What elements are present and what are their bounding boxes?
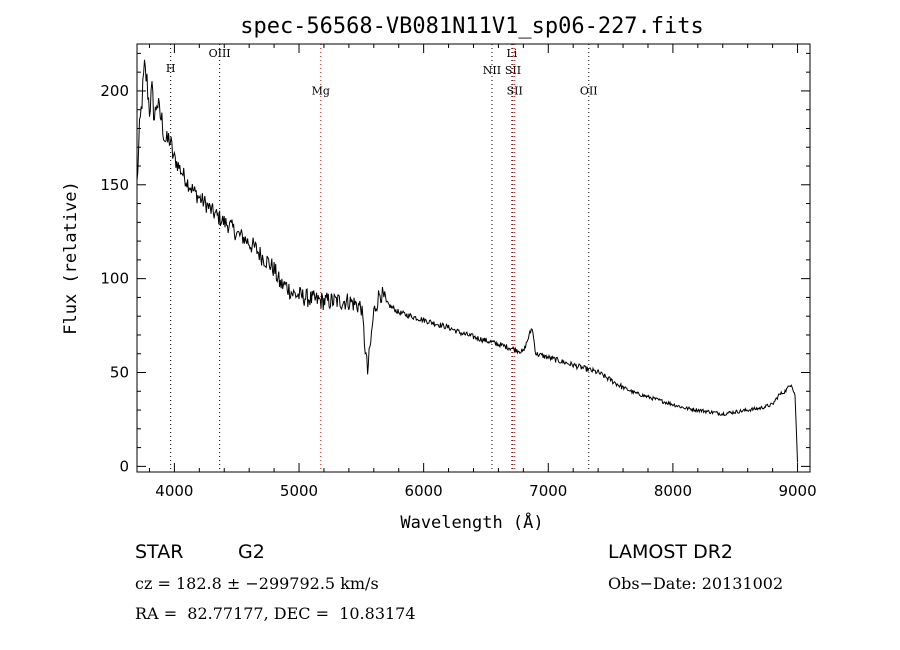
x-tick-label-1: 5000 — [280, 482, 318, 500]
x-axis-label: Wavelength (Å) — [400, 511, 543, 533]
reference-line-label-7: OII — [580, 85, 598, 98]
x-tick-label-5: 9000 — [778, 482, 816, 500]
reference-line-label-3: NII — [483, 64, 501, 77]
x-tick-label-3: 7000 — [529, 482, 567, 500]
reference-line-label-0: H — [166, 62, 176, 75]
object-subclass: G2 — [238, 541, 265, 563]
y-tick-label-3: 150 — [100, 176, 129, 194]
y-tick-label-4: 200 — [100, 82, 129, 100]
chart-title: spec-56568-VB081N11V1_sp06-227.fits — [240, 14, 704, 39]
x-tick-label-0: 4000 — [155, 482, 193, 500]
reference-line-label-2: Mg — [312, 85, 330, 98]
x-tick-label-4: 8000 — [654, 482, 692, 500]
cz-readout: cz = 182.8 ± −299792.5 km/s — [135, 574, 379, 593]
plot-frame — [136, 43, 811, 473]
y-tick-label-2: 100 — [100, 270, 129, 288]
survey-label: LAMOST DR2 — [608, 541, 733, 563]
y-tick-label-1: 50 — [110, 364, 129, 382]
reference-line-label-5: SII — [505, 64, 521, 77]
y-tick-label-0: 0 — [119, 457, 129, 475]
spectrum-line — [136, 59, 798, 463]
reference-line-label-6: SII — [507, 85, 523, 98]
reference-line-label-1: OIII — [209, 47, 231, 60]
coordinates: RA = 82.77177, DEC = 10.83174 — [135, 604, 416, 623]
plot-area: H OIII Mg NII Li SII SII OII 4000 5000 6000 7000 800… — [100, 43, 817, 500]
reference-line-label-4: Li — [506, 47, 517, 60]
object-class: STAR — [135, 541, 184, 563]
y-axis-label: Flux (relative) — [61, 181, 81, 335]
obs-date: Obs−Date: 20131002 — [608, 574, 784, 593]
x-tick-label-2: 6000 — [405, 482, 443, 500]
